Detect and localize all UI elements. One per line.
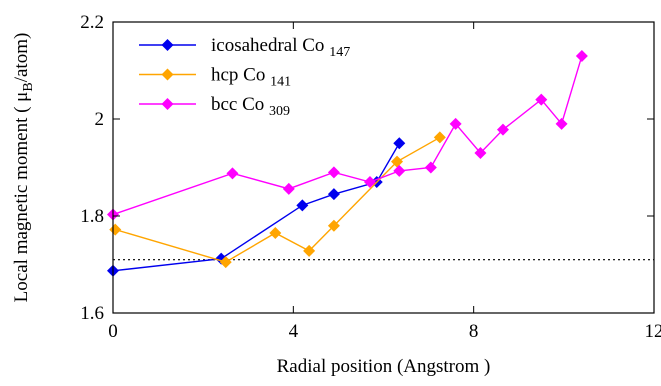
x-tick-label: 8 — [469, 321, 479, 342]
data-point — [219, 256, 232, 269]
data-point — [296, 199, 309, 212]
data-point — [474, 146, 487, 159]
legend-label-subscript: 147 — [329, 45, 350, 60]
data-point — [555, 117, 568, 130]
y-axis-label-main: Local magnetic moment ( μ — [11, 92, 32, 303]
data-point — [433, 131, 446, 144]
data-point — [393, 137, 406, 150]
y-tick-label: 1.6 — [80, 303, 104, 324]
y-tick-label: 1.8 — [80, 206, 104, 227]
y-axis-label-tail: /atom) — [11, 33, 32, 83]
ticks-layer: 0 4 8 12 1.6 1.8 2 2.2 — [80, 12, 661, 342]
data-point — [327, 188, 340, 201]
x-tick-label: 12 — [645, 321, 661, 342]
legend-entry: hcp Co 141 — [139, 65, 291, 90]
series-2 — [107, 49, 588, 221]
data-point — [327, 166, 340, 179]
data-point — [282, 182, 295, 195]
series-layer — [107, 49, 588, 277]
data-point — [393, 164, 406, 177]
legend-label-subscript: 309 — [269, 104, 290, 119]
data-point — [303, 244, 316, 257]
legend-label: bcc Co 309 — [211, 94, 290, 119]
legend-entry: bcc Co 309 — [139, 94, 290, 119]
data-point — [535, 93, 548, 106]
data-point — [363, 176, 376, 189]
legend-label-main: icosahedral Co — [211, 35, 329, 56]
y-tick-label: 2.2 — [80, 12, 104, 33]
legend-marker — [161, 68, 174, 81]
data-point — [269, 226, 282, 239]
legend-entry: icosahedral Co 147 — [139, 35, 350, 60]
data-point — [391, 155, 404, 168]
data-point — [449, 117, 462, 130]
y-axis-label-subscript: B — [21, 82, 36, 91]
series-0 — [107, 137, 406, 277]
legend-marker — [161, 98, 174, 110]
legend-label: hcp Co 141 — [211, 65, 291, 90]
series-line — [112, 142, 400, 272]
data-point — [226, 167, 239, 180]
legend-label-main: bcc Co — [211, 94, 269, 115]
data-point — [424, 161, 437, 174]
x-axis-label: Radial position (Angstrom ) — [277, 356, 491, 377]
data-point — [109, 223, 122, 236]
x-tick-label: 0 — [108, 321, 118, 342]
legend-marker — [161, 39, 174, 51]
series-1 — [109, 131, 446, 269]
legend-label: icosahedral Co 147 — [211, 35, 350, 60]
x-tick-label: 4 — [289, 321, 299, 342]
legend-label-subscript: 141 — [270, 75, 291, 90]
y-axis-label: Local magnetic moment ( μB/atom) — [11, 33, 36, 303]
legend-label-main: hcp Co — [211, 65, 270, 86]
data-point — [496, 123, 509, 136]
plot-area-frame — [112, 21, 655, 314]
data-point — [575, 49, 588, 62]
data-point — [327, 219, 340, 232]
y-tick-label: 2 — [95, 109, 105, 130]
